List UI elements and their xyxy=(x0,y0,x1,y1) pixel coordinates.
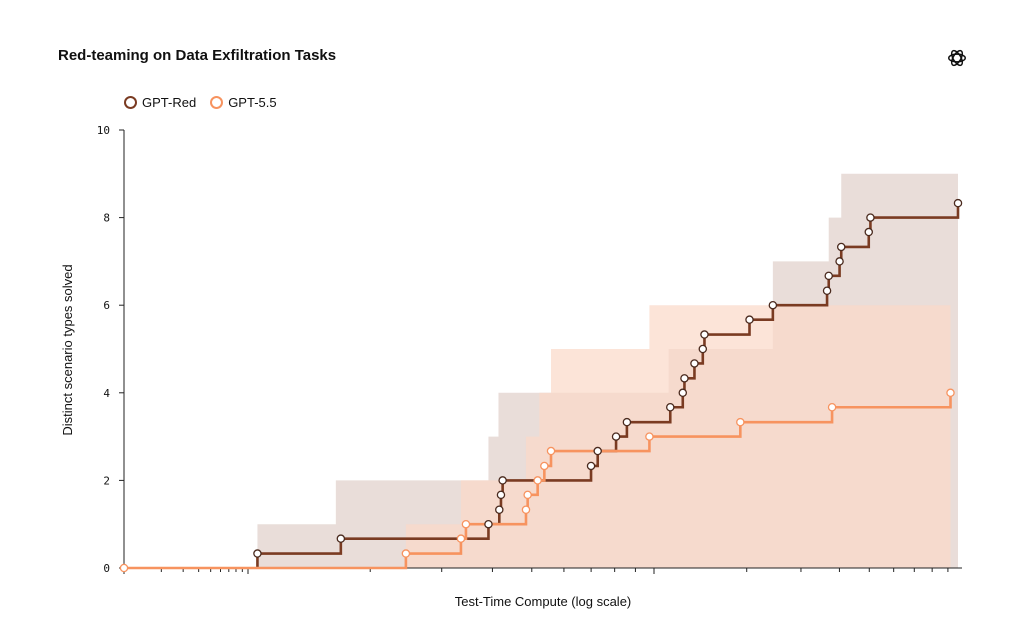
point-gpt-5-5 xyxy=(401,549,411,558)
point-gpt-5-5 xyxy=(540,461,549,471)
legend: GPT-Red GPT-5.5 xyxy=(124,95,277,110)
point-gpt-5-5 xyxy=(946,388,955,398)
y-tick-label: 6 xyxy=(103,299,110,312)
legend-marker-gpt-5-5 xyxy=(210,96,224,109)
point-gpt-5-5 xyxy=(736,417,745,427)
series-markers xyxy=(119,198,963,573)
point-gpt-red xyxy=(253,549,262,558)
y-tick-label: 4 xyxy=(103,387,110,400)
point-gpt-red xyxy=(680,374,689,383)
point-gpt-red xyxy=(496,490,506,500)
point-gpt-red xyxy=(336,534,346,543)
y-tick-label: 10 xyxy=(97,124,110,137)
legend-label-gpt-5-5: GPT-5.5 xyxy=(228,95,277,110)
legend-item-gpt-5-5: GPT-5.5 xyxy=(210,95,277,110)
y-tick-label: 2 xyxy=(103,474,110,487)
point-gpt-red xyxy=(824,271,833,281)
confidence-bands xyxy=(257,173,958,569)
legend-label-gpt-red: GPT-Red xyxy=(142,95,197,110)
point-gpt-red xyxy=(768,300,778,310)
point-gpt-5-5 xyxy=(827,403,837,412)
point-gpt-5-5 xyxy=(461,519,471,529)
point-gpt-red xyxy=(498,476,507,485)
point-gpt-red xyxy=(666,403,675,412)
point-gpt-red xyxy=(484,519,493,529)
point-gpt-5-5 xyxy=(523,490,532,500)
openai-logo-icon xyxy=(948,49,966,67)
y-tick-label: 0 xyxy=(103,562,110,575)
chart-title: Red-teaming on Data Exfiltration Tasks xyxy=(58,47,337,64)
point-gpt-red xyxy=(700,330,709,339)
point-gpt-red xyxy=(953,198,963,208)
point-gpt-red xyxy=(586,461,596,471)
legend-item-gpt-red: GPT-Red xyxy=(124,95,196,110)
y-axis-label: Distinct scenario types solved xyxy=(60,264,75,435)
point-gpt-red xyxy=(690,359,699,368)
point-gpt-red xyxy=(822,286,832,295)
point-gpt-5-5 xyxy=(521,505,531,514)
point-gpt-red xyxy=(698,344,708,354)
point-gpt-5-5 xyxy=(546,446,556,456)
point-gpt-5-5 xyxy=(533,476,542,485)
point-gpt-5-5 xyxy=(645,432,654,441)
point-gpt-red xyxy=(835,257,844,266)
point-gpt-red xyxy=(495,505,504,514)
point-gpt-red xyxy=(866,213,875,222)
x-axis-label: Test-Time Compute (log scale) xyxy=(455,594,632,609)
point-gpt-red xyxy=(678,388,688,398)
point-gpt-5-5 xyxy=(456,534,466,543)
point-gpt-red xyxy=(611,432,621,441)
y-tick-label: 8 xyxy=(103,212,110,225)
point-gpt-red xyxy=(836,242,846,252)
point-gpt-red xyxy=(745,315,754,324)
point-gpt-red xyxy=(593,446,602,456)
point-gpt-red xyxy=(622,417,632,427)
point-gpt-5-5 xyxy=(119,563,129,573)
point-gpt-red xyxy=(864,227,874,237)
legend-marker-gpt-red xyxy=(124,96,137,109)
